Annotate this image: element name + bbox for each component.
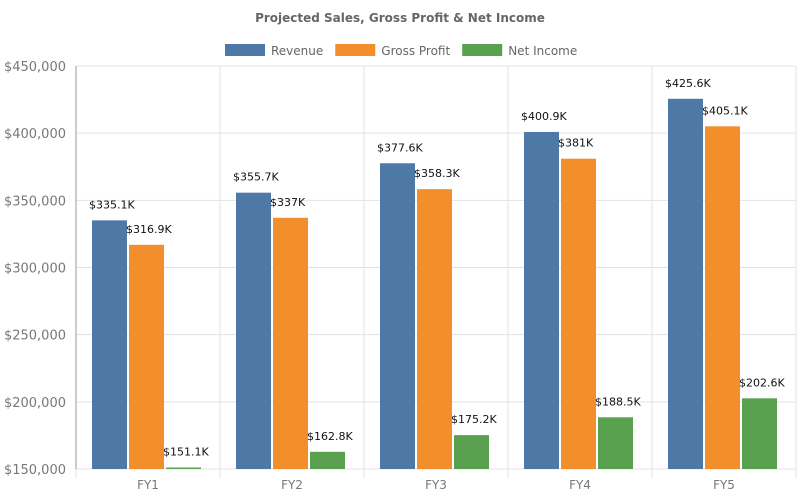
bar-revenue <box>524 131 559 469</box>
y-tick-label: $350,000 <box>4 194 66 209</box>
y-tick-label: $150,000 <box>4 463 66 478</box>
legend-swatch <box>225 44 265 56</box>
x-tick-label: FY2 <box>281 478 303 492</box>
data-label: $405.1K <box>702 104 748 117</box>
data-label: $151.1K <box>163 446 209 459</box>
data-label: $175.2K <box>451 413 497 426</box>
data-label: $162.8K <box>307 430 353 443</box>
legend-label: Revenue <box>271 44 323 58</box>
bar-revenue <box>380 163 415 470</box>
data-label: $316.9K <box>126 223 172 236</box>
axes: $150,000 $200,000 $250,000 $300,000 $350,000… <box>4 60 735 492</box>
bar-net-income <box>166 467 201 469</box>
data-label: $377.6K <box>377 141 423 154</box>
y-tick-label: $200,000 <box>4 396 66 411</box>
data-label: $400.9K <box>521 110 567 123</box>
bar-gross-profit <box>417 189 452 470</box>
bar-revenue <box>236 192 271 469</box>
chart-title: Projected Sales, Gross Profit & Net Inco… <box>255 11 545 25</box>
bar-gross-profit <box>273 217 308 469</box>
bar-net-income <box>742 398 777 469</box>
bar-gross-profit <box>705 126 740 469</box>
data-label: $202.6K <box>739 376 785 389</box>
legend-label: Gross Profit <box>381 44 450 58</box>
data-label: $188.5K <box>595 395 641 408</box>
bar-gross-profit <box>129 244 164 469</box>
data-label: $335.1K <box>89 198 135 211</box>
x-tick-label: FY3 <box>425 478 447 492</box>
x-tick-label: FY4 <box>569 478 591 492</box>
legend-label: Net Income <box>508 44 577 58</box>
y-tick-label: $450,000 <box>4 60 66 75</box>
legend-swatch <box>462 44 503 56</box>
bar-revenue <box>668 98 703 469</box>
bar-gross-profit <box>561 158 596 469</box>
data-label: $381K <box>558 137 594 150</box>
legend-swatch <box>335 44 376 56</box>
bar-net-income <box>310 451 345 469</box>
y-tick-label: $300,000 <box>4 262 66 277</box>
bars: $335.1K $355.7K $377.6K $400.9K $425.6K $316.… <box>89 77 785 470</box>
bar-net-income <box>598 417 633 469</box>
x-tick-label: FY5 <box>713 478 735 492</box>
data-label: $355.7K <box>233 171 279 184</box>
legend: Revenue Gross Profit Net Income <box>225 44 577 58</box>
data-label: $337K <box>270 196 306 209</box>
data-label: $425.6K <box>665 77 711 90</box>
x-tick-label: FY1 <box>137 478 159 492</box>
bar-net-income <box>454 435 489 469</box>
y-tick-label: $400,000 <box>4 127 66 142</box>
bar-revenue <box>92 220 127 469</box>
y-tick-label: $250,000 <box>4 329 66 344</box>
data-label: $358.3K <box>414 167 460 180</box>
